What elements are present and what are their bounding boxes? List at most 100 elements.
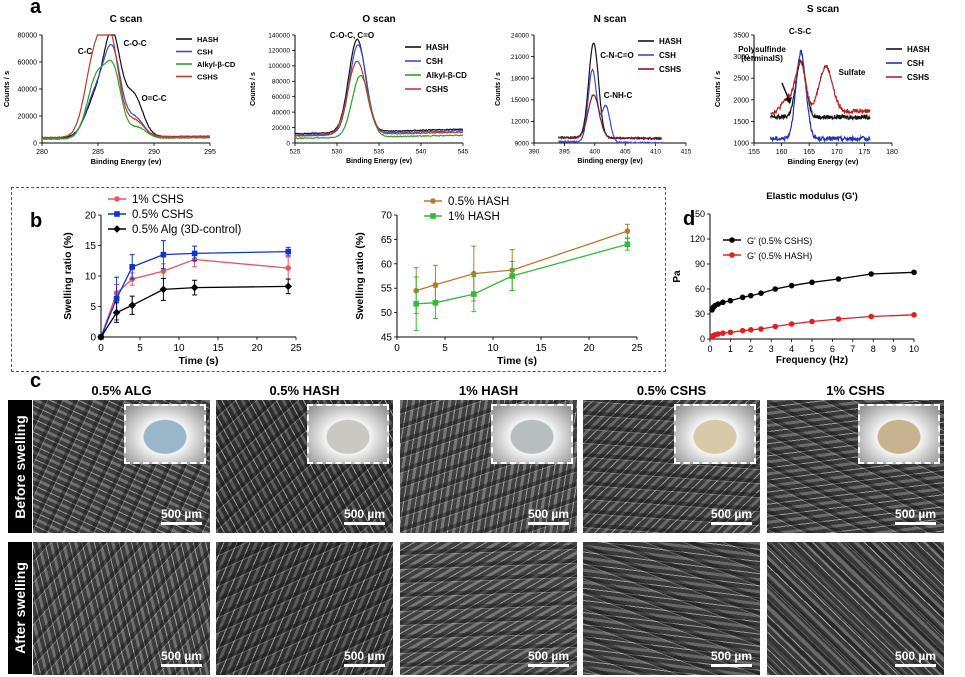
x-tick-label: 9: [891, 344, 896, 354]
y-tick-label: 0: [286, 140, 290, 147]
legend-label: CSHS: [426, 85, 449, 94]
sem-image: 500 µm: [767, 542, 944, 675]
data-point: [284, 282, 292, 291]
legend-label: HASH: [659, 37, 682, 46]
scale-bar-line: [344, 664, 385, 667]
y-tick-label: 9000: [515, 140, 530, 147]
x-tick-label: 285: [92, 149, 104, 156]
data-point: [715, 301, 721, 307]
data-point: [868, 271, 874, 277]
series-line-alkyl-cd: [41, 59, 211, 141]
y-tick-label: 18000: [511, 75, 529, 82]
y-axis-label: Counts / s: [495, 72, 502, 106]
scale-bar-label: 500 µm: [344, 507, 385, 521]
y-tick-label: 40000: [18, 86, 38, 93]
data-point: [97, 333, 105, 341]
sem-column-title: 1% CSHS: [826, 383, 885, 398]
legend-label: HASH: [197, 35, 218, 44]
y-axis-label: Swelling ratio (%): [62, 232, 74, 320]
y-tick-label: 3000: [733, 54, 749, 61]
x-tick-label: 5: [137, 343, 143, 354]
x-tick-label: 3: [769, 344, 774, 354]
legend-label: G' (0.5% CSHS): [747, 236, 812, 246]
x-tick-label: 290: [148, 149, 160, 156]
y-tick-label: 2000: [733, 97, 749, 104]
x-axis-label: Time (s): [178, 355, 218, 367]
data-point: [413, 301, 419, 307]
sem-column-title: 0.5% HASH: [269, 383, 340, 398]
data-point: [758, 290, 764, 296]
x-tick-label: 400: [589, 149, 600, 156]
y-axis-label: Pa: [672, 270, 683, 283]
xps-o-scan-chart: 525 530 535 540 545 0 20000 40000 60000 80000 1000…: [250, 14, 469, 165]
scale-bar: 500 µm: [711, 649, 752, 667]
x-axis-label: Binding Energy (ev): [346, 158, 412, 165]
x-tick-label: 160: [776, 149, 788, 156]
scale-bar: 500 µm: [344, 507, 385, 525]
peak-annotation: Sulfate: [839, 68, 866, 77]
data-point: [727, 297, 734, 304]
x-tick-label: 20: [251, 343, 263, 354]
x-tick-label: 0: [98, 343, 104, 354]
series-line-0-5-alg-3d-control-: [100, 285, 289, 338]
data-point: [835, 276, 842, 282]
data-point: [430, 198, 436, 204]
data-point: [113, 295, 120, 302]
series-line-cshs: [770, 60, 871, 116]
y-tick-label: 0: [90, 333, 96, 344]
scale-bar: 500 µm: [711, 507, 752, 525]
x-tick-label: 7: [850, 344, 855, 354]
y-tick-label: 12000: [511, 119, 529, 126]
arrow-line: [781, 82, 790, 101]
series-line-csh: [770, 49, 871, 143]
peak-annotation: C-C: [78, 47, 92, 56]
sem-texture: [583, 542, 760, 675]
data-point: [190, 283, 199, 292]
series-line-hash: [770, 58, 871, 121]
scale-bar-label: 500 µm: [528, 649, 569, 663]
data-point: [159, 285, 168, 294]
sem-image: 500 µm: [583, 542, 760, 675]
series-line-hash: [41, 34, 211, 139]
gel-photo-inset: [674, 404, 756, 464]
data-point: [911, 269, 917, 276]
series-line-1-hash: [416, 243, 628, 305]
sem-column-title: 0.5% ALG: [91, 383, 152, 398]
x-tick-label: 2: [748, 344, 753, 354]
gel-photo-inset: [858, 404, 940, 464]
data-point: [772, 286, 779, 292]
scale-bar-line: [711, 664, 752, 667]
scale-bar: 500 µm: [344, 649, 385, 667]
legend-label: 0.5% CSHS: [132, 209, 194, 221]
gel-photo-inset: [491, 404, 573, 464]
x-tick-label: 5: [809, 344, 814, 354]
row-label-after: After swelling: [8, 542, 32, 674]
x-tick-label: 8: [871, 344, 876, 354]
x-tick-label: 530: [332, 149, 343, 156]
swelling-chart-right: 0 5 10 15 20 25 45 50 55 60 65 70 Time (s) Swelling r…: [354, 196, 643, 367]
peak-annotation: C-O-C, C=O: [330, 31, 374, 40]
x-axis-label: Binding Energy (ev): [788, 157, 859, 166]
y-tick-label: 90: [695, 259, 705, 269]
data-point: [739, 327, 746, 334]
x-tick-label: 1: [728, 344, 733, 354]
x-tick-label: 20: [583, 343, 595, 354]
data-point: [430, 213, 436, 219]
x-tick-label: 25: [290, 343, 302, 354]
x-tick-label: 155: [748, 149, 760, 156]
y-tick-label: 21000: [511, 54, 529, 61]
x-tick-label: 15: [535, 343, 547, 354]
xps-c-scan-chart: 280 285 290 295 0 20000 40000 60000 80000 Binding…: [2, 14, 236, 166]
y-tick-label: 30: [695, 309, 705, 319]
x-tick-label: 10: [487, 343, 499, 354]
scale-bar: 500 µm: [161, 507, 202, 525]
data-point: [128, 301, 136, 310]
data-point: [748, 292, 754, 299]
x-tick-label: 280: [36, 149, 48, 156]
y-tick-label: 55: [381, 284, 393, 295]
x-tick-label: 395: [559, 149, 570, 156]
x-tick-label: 415: [681, 149, 692, 156]
sem-image: 500 µm: [33, 400, 210, 533]
legend-label: CSHS: [659, 65, 682, 74]
y-tick-label: 80000: [272, 79, 290, 86]
